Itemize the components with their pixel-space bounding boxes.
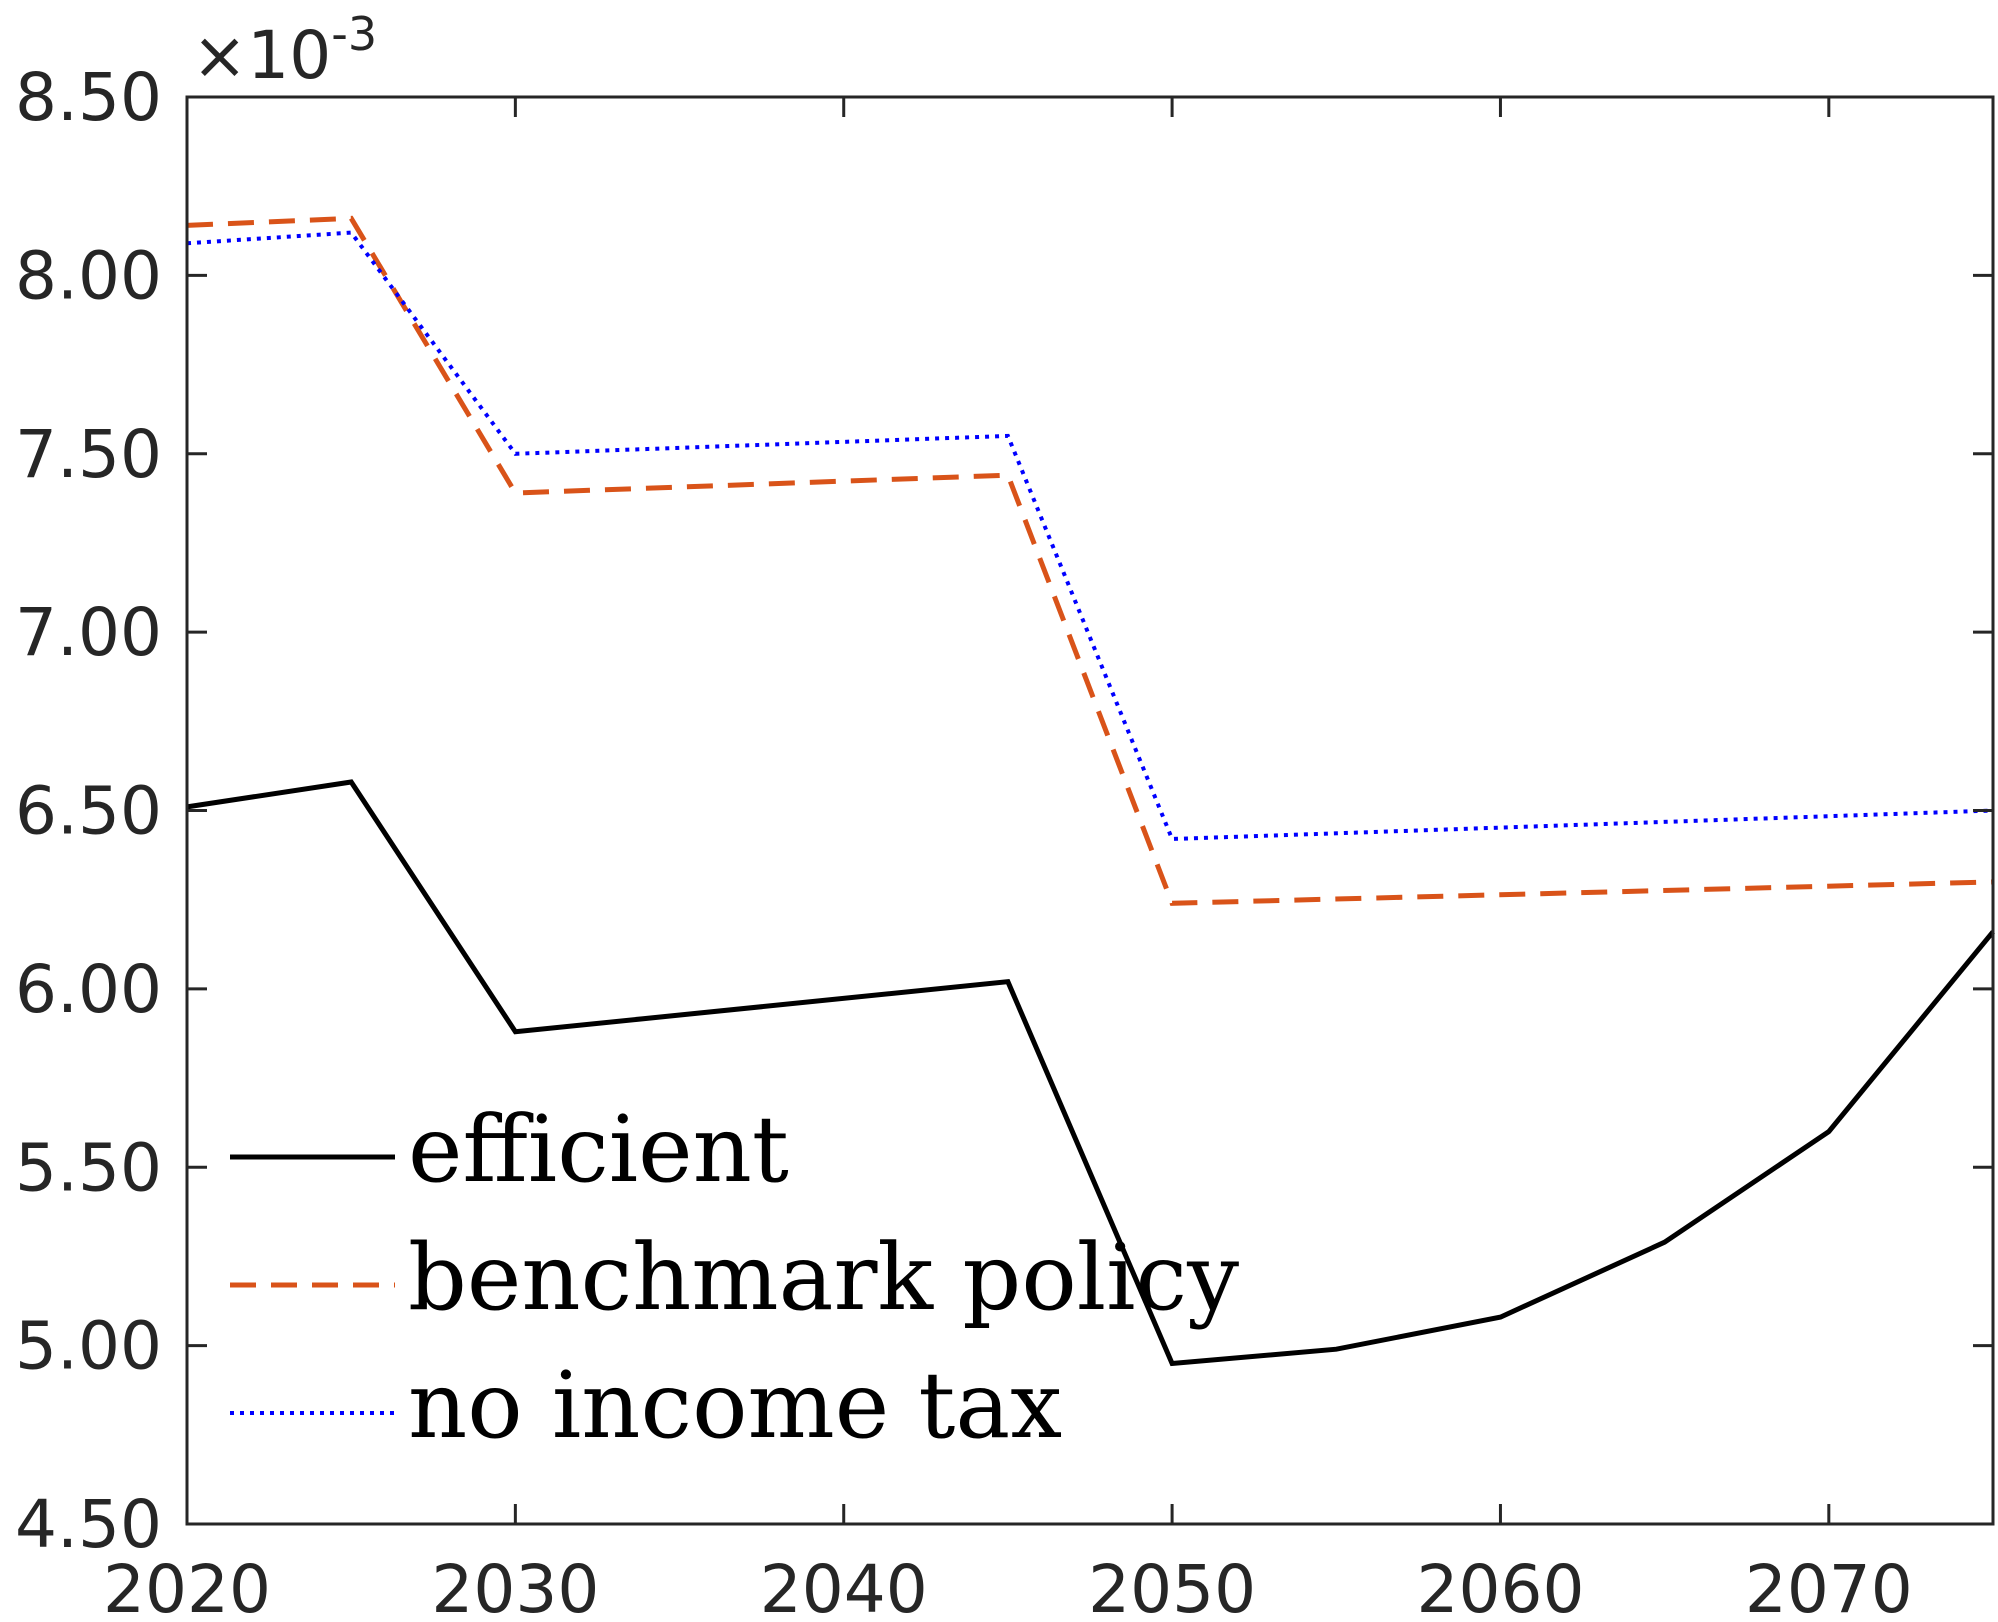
y-multiplier-exponent: -3 [331,7,377,61]
series-line-1 [186,215,1994,906]
x-tick-label: 2030 [431,1551,599,1622]
legend-label-0: efficient [408,1096,789,1203]
series-line-2 [186,230,1994,842]
y-multiplier-base: ×10 [192,17,331,94]
y-tick-labels: 4.50 5.00 5.50 6.00 6.50 7.00 7.50 8.00 8.50 [15,59,162,1563]
y-tick-label: 7.00 [15,594,162,671]
y-tick-label: 6.50 [15,773,162,850]
x-tick-labels: 2020 2030 2040 2050 2060 2070 [103,1551,1913,1622]
legend-label-2: no income tax [408,1352,1062,1459]
x-tick-label: 2020 [103,1551,271,1622]
series-line-0 [186,779,1995,1367]
y-tick-label: 4.50 [15,1486,162,1563]
y-tick-label: 5.50 [15,1129,162,1206]
x-tick-label: 2050 [1088,1551,1256,1622]
y-tick-label: 7.50 [15,416,162,493]
series-layer [186,215,1995,1367]
legend-label-1: benchmark policy [408,1224,1239,1331]
tick-layer [185,95,1993,1526]
y-tick-label: 5.00 [15,1308,162,1385]
legend: efficient benchmark policy no income tax [230,1096,1239,1459]
y-multiplier: ×10-3 [192,7,377,94]
y-tick-label: 6.00 [15,951,162,1028]
x-tick-label: 2040 [760,1551,928,1622]
y-tick-label: 8.50 [15,59,162,136]
x-tick-label: 2060 [1416,1551,1584,1622]
y-tick-label: 8.00 [15,237,162,314]
x-tick-label: 2070 [1745,1551,1913,1622]
